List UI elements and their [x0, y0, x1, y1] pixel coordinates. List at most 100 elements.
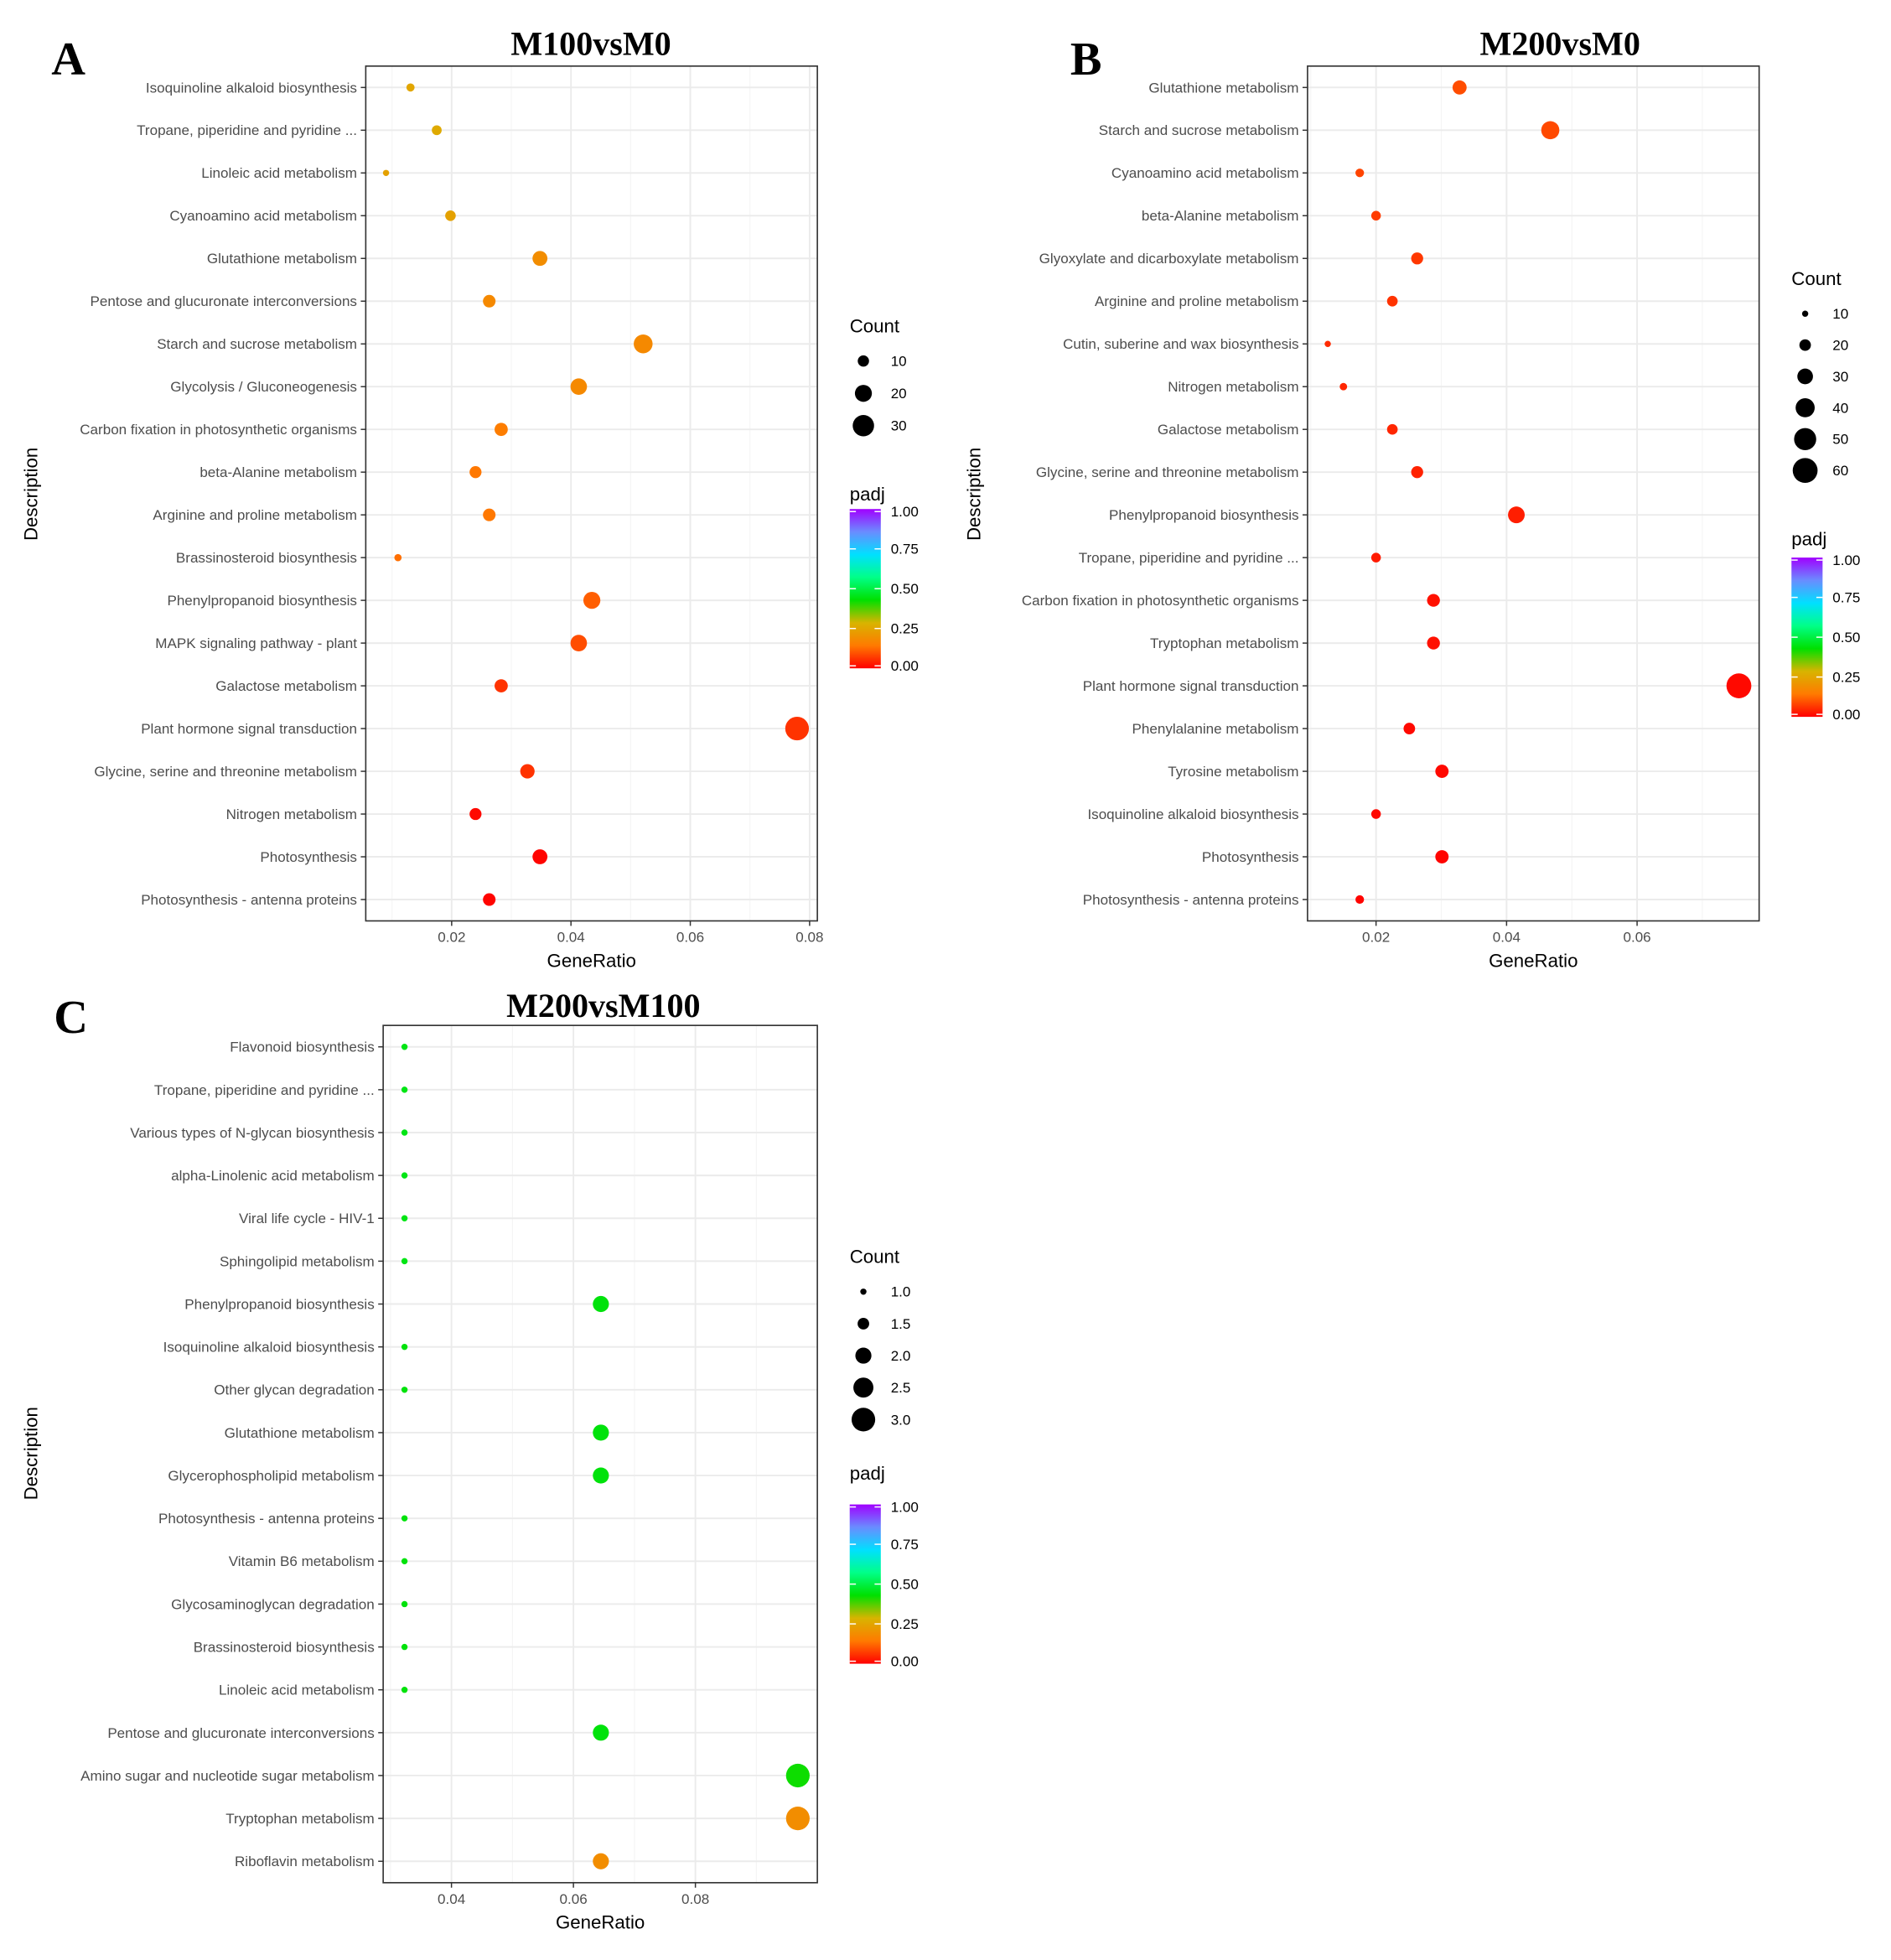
data-point	[401, 1215, 408, 1221]
y-category-label: Cutin, suberine and wax biosynthesis	[1063, 336, 1298, 352]
x-tick-label: 0.04	[438, 1891, 465, 1907]
data-point	[532, 849, 548, 864]
count-legend-label: 3.0	[891, 1412, 911, 1428]
y-category-label: Phenylpropanoid biosynthesis	[184, 1296, 375, 1312]
y-category-label: Galactose metabolism	[215, 678, 357, 694]
panel-b-dotplot: 0.02 0.04 0.06 Glutathione metabolism Starch…	[964, 24, 1861, 971]
y-category-label: Cyanoamino acid metabolism	[1111, 165, 1299, 181]
data-point	[570, 635, 588, 651]
panel-title: M200vsM0	[1480, 24, 1640, 62]
data-point	[583, 591, 601, 609]
y-category-label: Glycine, serine and threonine metabolism	[1036, 464, 1299, 480]
y-category-label: Phenylalanine metabolism	[1132, 721, 1299, 737]
padj-legend-label: 0.00	[891, 658, 919, 674]
count-legend-label: 40	[1832, 400, 1848, 416]
count-legend-key	[1792, 458, 1818, 484]
data-point	[593, 1724, 609, 1741]
count-legend-label: 1.5	[891, 1316, 911, 1332]
y-category-label: Viral life cycle - HIV-1	[239, 1211, 375, 1226]
padj-legend-label: 0.75	[891, 1537, 919, 1553]
x-tick-label: 0.06	[676, 930, 704, 946]
data-point	[469, 466, 482, 479]
y-category-label: Photosynthesis	[1202, 849, 1299, 865]
panel-title: M200vsM100	[506, 987, 700, 1024]
data-point	[593, 1295, 609, 1313]
x-axis-title: GeneRatio	[1489, 950, 1578, 971]
padj-legend-label: 0.75	[891, 542, 919, 557]
y-category-label: Cyanoamino acid metabolism	[169, 208, 357, 224]
y-category-label: Vitamin B6 metabolism	[229, 1553, 375, 1569]
count-legend-title: Count	[850, 315, 900, 336]
count-legend-key	[854, 385, 873, 402]
data-point	[1508, 506, 1526, 524]
y-category-label: Isoquinoline alkaloid biosynthesis	[146, 80, 357, 96]
count-legend-key	[1794, 428, 1816, 451]
data-point	[401, 1086, 408, 1093]
padj-legend-label: 0.25	[891, 1616, 919, 1632]
y-category-label: Brassinosteroid biosynthesis	[194, 1640, 375, 1656]
padj-legend-label: 0.50	[891, 581, 919, 597]
y-category-label: Linoleic acid metabolism	[219, 1683, 375, 1698]
x-tick-label: 0.04	[557, 930, 585, 946]
x-tick-label: 0.08	[681, 1891, 709, 1907]
data-point	[469, 807, 482, 821]
data-point	[1427, 636, 1440, 650]
y-category-label: Glutathione metabolism	[225, 1425, 375, 1441]
y-axis-title: Description	[21, 1407, 42, 1500]
padj-legend-label: 1.00	[891, 504, 919, 520]
y-category-label: Tropane, piperidine and pyridine ...	[154, 1082, 375, 1098]
data-point	[1355, 894, 1365, 905]
data-point	[483, 893, 496, 906]
count-legend-key	[1797, 368, 1813, 385]
data-point	[445, 210, 456, 221]
count-legend-label: 60	[1832, 463, 1848, 479]
panel-letter: C	[54, 992, 88, 1044]
padj-legend-label: 0.25	[891, 621, 919, 637]
data-point	[1452, 80, 1467, 95]
y-category-label: Brassinosteroid biosynthesis	[176, 550, 357, 566]
data-point	[1411, 252, 1423, 265]
y-category-label: Glycosaminoglycan degradation	[171, 1596, 375, 1612]
data-point	[785, 1763, 810, 1788]
padj-legend-title: padj	[850, 484, 885, 505]
plot-border	[1307, 65, 1760, 922]
data-point	[406, 83, 415, 92]
padj-legend-label: 1.00	[891, 1500, 919, 1516]
plot-background	[365, 65, 818, 921]
panel-letter: B	[1070, 34, 1102, 86]
data-point	[401, 1129, 408, 1136]
y-category-label: Galactose metabolism	[1158, 422, 1299, 438]
y-category-label: Tryptophan metabolism	[1150, 635, 1299, 651]
data-point	[401, 1172, 408, 1179]
data-point	[1435, 765, 1449, 778]
data-point	[401, 1643, 408, 1651]
y-category-label: Various types of N-glycan biosynthesis	[130, 1125, 375, 1141]
padj-legend-label: 0.00	[891, 1654, 919, 1670]
data-point	[1411, 466, 1423, 479]
data-point	[593, 1853, 609, 1869]
data-point	[483, 508, 496, 521]
y-category-label: Arginine and proline metabolism	[153, 507, 357, 523]
x-tick-label: 0.06	[560, 1891, 588, 1907]
y-category-label: beta-Alanine metabolism	[199, 464, 357, 480]
padj-legend-label: 1.00	[1832, 552, 1860, 568]
x-tick-label: 0.02	[438, 930, 465, 946]
data-point	[1370, 809, 1381, 819]
data-point	[1370, 552, 1381, 563]
count-legend-key	[853, 1377, 874, 1398]
y-category-label: Photosynthesis - antenna proteins	[158, 1511, 375, 1527]
data-point	[495, 679, 508, 692]
padj-legend-label: 0.75	[1832, 590, 1860, 606]
y-category-label: Starch and sucrose metabolism	[1099, 122, 1299, 138]
y-category-label: Photosynthesis - antenna proteins	[1083, 892, 1299, 908]
panel-title: M100vsM0	[510, 24, 671, 62]
count-legend-label: 50	[1832, 432, 1848, 448]
count-legend-key	[857, 355, 869, 367]
y-category-label: Photosynthesis - antenna proteins	[141, 892, 357, 908]
y-axis-title: Description	[21, 448, 42, 541]
data-point	[520, 764, 535, 779]
y-category-label: Isoquinoline alkaloid biosynthesis	[163, 1340, 375, 1356]
panel-letter: A	[51, 34, 85, 86]
y-category-label: Phenylpropanoid biosynthesis	[1109, 507, 1299, 523]
count-legend-label: 30	[1832, 369, 1848, 385]
